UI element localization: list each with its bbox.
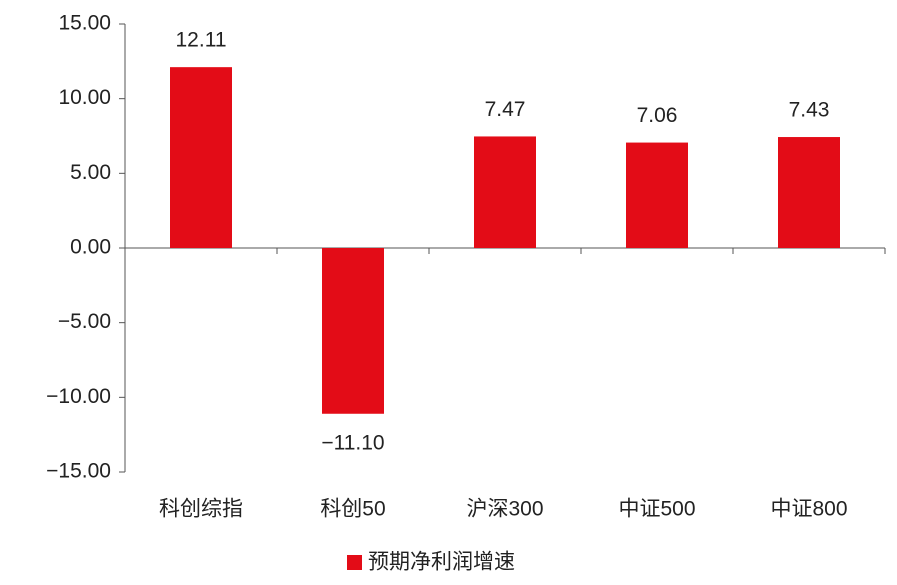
y-tick-label: −5.00 <box>58 310 111 333</box>
x-tick-label: 科创50 <box>320 498 385 521</box>
value-label: 7.43 <box>789 99 830 122</box>
bar <box>322 248 384 414</box>
y-tick-label: 10.00 <box>58 86 111 109</box>
x-tick-label: 中证800 <box>770 498 847 521</box>
value-label: 7.47 <box>485 98 526 121</box>
x-tick-label: 中证500 <box>618 498 695 521</box>
bar <box>626 142 688 248</box>
bar <box>474 136 536 248</box>
x-tick-label: 沪深300 <box>466 498 543 521</box>
value-label: −11.10 <box>321 431 384 454</box>
y-tick-label: 5.00 <box>70 161 111 184</box>
y-tick-label: 0.00 <box>70 236 111 259</box>
legend-label: 预期净利润增速 <box>368 551 515 574</box>
bar <box>170 67 232 248</box>
x-tick-label: 科创综指 <box>159 498 243 521</box>
y-tick-label: −15.00 <box>46 460 111 483</box>
value-label: 7.06 <box>637 104 678 127</box>
bar <box>778 137 840 248</box>
legend-swatch <box>347 555 362 570</box>
value-label: 12.11 <box>176 29 227 52</box>
y-tick-label: 15.00 <box>58 12 111 35</box>
y-tick-label: −10.00 <box>46 385 111 408</box>
